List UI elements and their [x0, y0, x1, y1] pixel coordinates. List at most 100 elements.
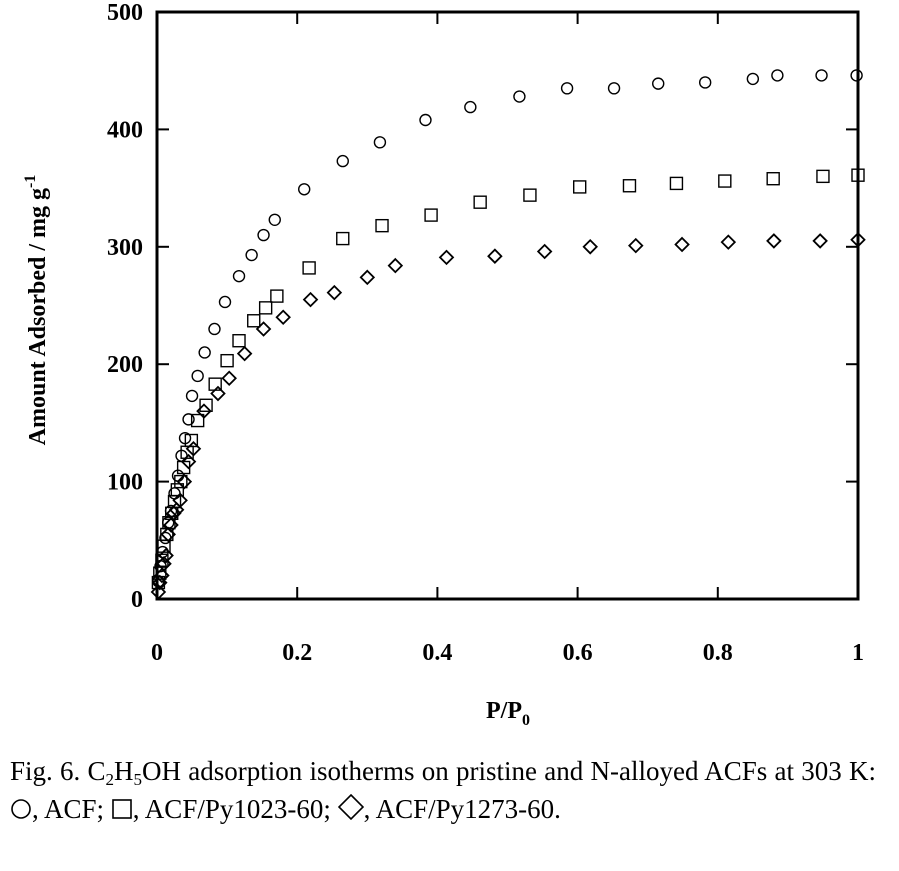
x-tick-label: 0.2 [282, 640, 312, 666]
diamond-point [221, 370, 237, 387]
circle-point [336, 154, 349, 168]
diamond-point [674, 236, 690, 253]
x-tick-label: 0.8 [703, 640, 733, 666]
diamond-point [166, 505, 182, 522]
y-tick-label: 0 [131, 587, 143, 613]
caption-acf: , ACF; [32, 794, 111, 824]
square-point [375, 218, 389, 233]
square-point [220, 353, 234, 368]
diamond-point [582, 239, 598, 255]
circle-point [182, 413, 195, 426]
diamond-point [628, 237, 644, 254]
adsorption-isotherm-chart: 0 100 200 300 400 500 0 0.2 0.4 0.6 0.8 1 P/P0 Amo… [22, 0, 866, 729]
diamond-point [438, 249, 455, 266]
circle-point [185, 389, 199, 403]
caption-h: H [114, 756, 134, 786]
diamond-point [387, 257, 404, 274]
circle-point [560, 82, 574, 95]
x-axis-title: P/P0 [486, 698, 530, 729]
square-point [184, 433, 199, 448]
diamond-point [275, 309, 291, 326]
diamond-point [163, 517, 179, 533]
circle-point [815, 69, 828, 82]
diamond-point [168, 502, 185, 518]
x-axis-ticks: 0 0.2 0.4 0.6 0.8 1 [151, 12, 864, 666]
circle-point [746, 72, 760, 86]
series-diamond [150, 231, 866, 600]
diamond-point [536, 243, 553, 260]
square-point [302, 261, 316, 275]
circle-point [268, 213, 281, 226]
diamond-point [154, 567, 170, 584]
caption-subscript-5: 5 [133, 770, 143, 789]
square-point [270, 289, 284, 303]
caption-fig-label: Fig. 6. C [10, 756, 106, 786]
circle-point [373, 136, 387, 149]
data-series [150, 69, 866, 600]
square-point [258, 301, 273, 315]
square-marker-icon [111, 799, 132, 819]
x-tick-label: 0.4 [422, 640, 452, 666]
circle-marker-icon [11, 799, 31, 819]
diamond-point [236, 345, 253, 362]
circle-point [464, 100, 477, 114]
diamond-point [359, 269, 376, 286]
square-point [473, 195, 487, 209]
diamond-marker-icon [337, 794, 364, 820]
square-point [816, 169, 830, 184]
diamond-point [487, 248, 503, 264]
square-point [622, 179, 637, 193]
caption-subscript-2: 2 [105, 770, 115, 789]
circle-point [419, 113, 432, 127]
y-tick-label: 200 [107, 352, 143, 378]
square-point [247, 314, 261, 328]
caption-acf-py1023: , ACF/Py1023-60; [132, 794, 338, 824]
square-point [174, 474, 188, 489]
circle-point [232, 269, 246, 283]
diamond-point [180, 453, 197, 470]
square-point [190, 413, 205, 428]
diamond-point [766, 233, 782, 249]
square-point [669, 176, 684, 191]
diamond-point [185, 440, 202, 457]
diamond-point [326, 284, 343, 301]
diamond-point [172, 492, 188, 509]
square-point [851, 168, 865, 182]
y-tick-label: 400 [107, 117, 143, 143]
diamond-point [160, 526, 176, 543]
diamond-point [302, 291, 319, 308]
square-point [232, 334, 246, 348]
y-tick-label: 300 [107, 235, 143, 261]
square-point [424, 208, 438, 222]
circle-point [218, 295, 232, 309]
square-point [718, 174, 732, 188]
diamond-point [156, 556, 172, 572]
circle-point [257, 228, 270, 242]
diamond-point [196, 403, 212, 419]
caption-text: OH adsorption isotherms on pristine and … [142, 756, 877, 786]
diamond-point [210, 385, 226, 402]
x-tick-label: 1 [852, 640, 864, 666]
diamond-point [850, 231, 866, 248]
plot-border [155, 10, 860, 601]
square-point [199, 398, 213, 412]
circle-point [191, 369, 204, 383]
circle-point [245, 248, 258, 262]
circle-point [513, 90, 526, 103]
diamond-point [255, 321, 272, 337]
y-axis-title: Amount Adsorbed / mg g-1 [22, 175, 51, 446]
caption-acf-py1273: , ACF/Py1273-60. [363, 794, 561, 824]
y-axis-ticks: 0 100 200 300 400 500 [107, 0, 858, 613]
diamond-point [720, 234, 737, 250]
diamond-point [176, 473, 193, 490]
circle-point [198, 346, 211, 359]
y-tick-label: 500 [107, 0, 143, 26]
square-point [336, 231, 350, 246]
diamond-point [150, 584, 167, 600]
x-tick-label: 0.6 [563, 640, 593, 666]
circle-point [698, 76, 712, 89]
square-point [573, 180, 587, 194]
circle-point [607, 82, 621, 95]
plot-frame [155, 10, 860, 601]
circle-point [208, 322, 221, 336]
